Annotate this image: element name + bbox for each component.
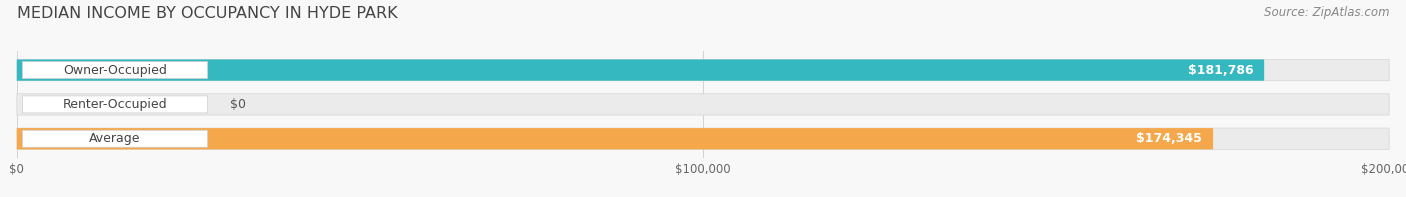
FancyBboxPatch shape <box>17 128 1389 149</box>
Text: $174,345: $174,345 <box>1136 132 1202 145</box>
FancyBboxPatch shape <box>17 94 1389 115</box>
Text: $181,786: $181,786 <box>1188 64 1253 77</box>
Text: Owner-Occupied: Owner-Occupied <box>63 64 167 77</box>
Text: Average: Average <box>89 132 141 145</box>
FancyBboxPatch shape <box>17 59 1389 81</box>
FancyBboxPatch shape <box>22 62 208 79</box>
FancyBboxPatch shape <box>17 128 1213 149</box>
Text: Source: ZipAtlas.com: Source: ZipAtlas.com <box>1264 6 1389 19</box>
Text: $0: $0 <box>229 98 246 111</box>
FancyBboxPatch shape <box>22 130 208 147</box>
Text: Renter-Occupied: Renter-Occupied <box>63 98 167 111</box>
FancyBboxPatch shape <box>17 59 1264 81</box>
FancyBboxPatch shape <box>22 96 208 113</box>
Text: MEDIAN INCOME BY OCCUPANCY IN HYDE PARK: MEDIAN INCOME BY OCCUPANCY IN HYDE PARK <box>17 6 398 21</box>
